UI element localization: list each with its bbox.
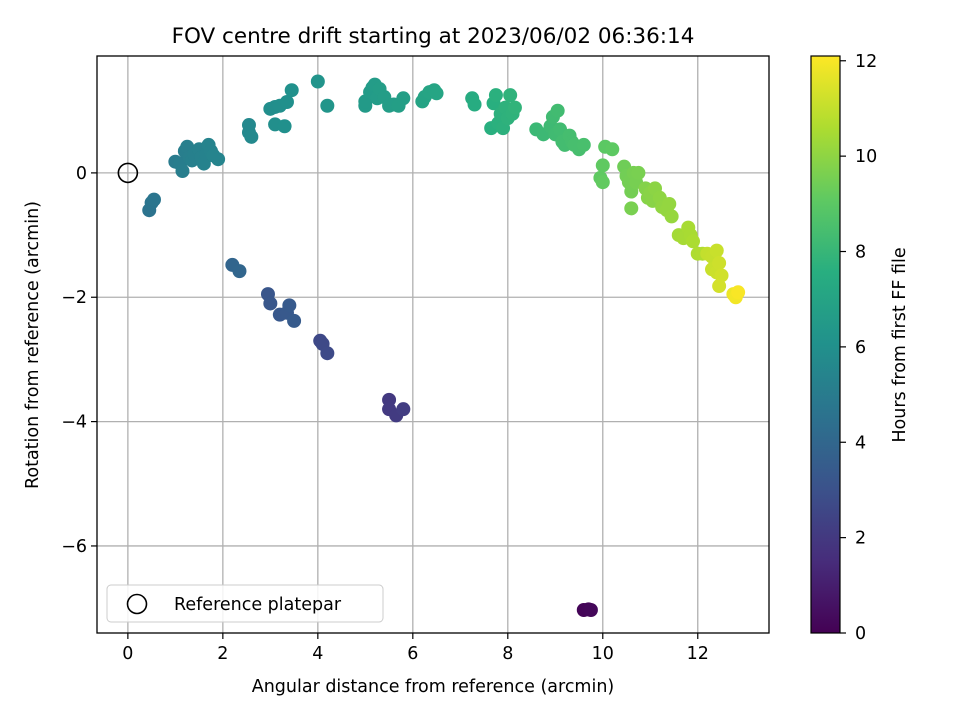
legend-box	[106, 584, 384, 623]
data-point	[396, 402, 411, 417]
data-point	[662, 196, 677, 211]
data-point	[624, 201, 639, 216]
data-point	[605, 142, 620, 157]
x-axis-label: Angular distance from reference (arcmin)	[252, 677, 615, 697]
legend-marker-open-circle	[126, 593, 148, 615]
data-point	[146, 192, 161, 207]
data-point	[310, 74, 325, 89]
data-point	[263, 296, 278, 311]
y-tick-label: −6	[61, 537, 87, 557]
x-tick-label: 10	[592, 644, 614, 664]
data-point	[712, 279, 727, 294]
x-axis-ticks: 0 2 4 6 8 10 12	[122, 633, 709, 664]
data-point	[714, 268, 729, 283]
data-point	[507, 100, 522, 115]
legend-label: Reference platepar	[174, 595, 342, 615]
y-tick-label: −4	[61, 413, 87, 433]
y-axis-ticks: −6 −4 −2 0	[61, 164, 97, 557]
data-point	[232, 264, 247, 279]
x-tick-label: 6	[407, 644, 418, 664]
x-tick-label: 12	[687, 644, 709, 664]
colorbar-gradient	[810, 55, 841, 634]
data-point	[583, 602, 598, 617]
y-tick-label: 0	[76, 164, 87, 184]
data-point	[244, 129, 259, 144]
colorbar-ticks: 0 2 4 6 8 10 12	[840, 52, 877, 644]
colorbar-tick-label: 0	[855, 624, 866, 644]
data-point	[731, 285, 746, 300]
colorbar-tick-label: 8	[855, 243, 866, 263]
data-point	[284, 83, 299, 98]
data-point	[396, 91, 411, 106]
data-point	[488, 88, 503, 103]
data-point	[279, 95, 294, 110]
reference-point-marker	[117, 162, 139, 184]
y-axis-label: Rotation from reference (arcmin)	[23, 201, 43, 489]
data-point	[503, 88, 518, 103]
data-point	[686, 234, 701, 249]
chart-title: FOV centre drift starting at 2023/06/02 …	[172, 24, 695, 49]
data-point	[282, 298, 297, 313]
data-point	[277, 119, 292, 134]
x-tick-label: 0	[122, 644, 133, 664]
data-point	[467, 97, 482, 112]
data-point	[631, 165, 646, 180]
plot-frame	[96, 55, 770, 634]
data-point	[712, 256, 727, 271]
legend: Reference platepar	[106, 584, 384, 623]
x-tick-label: 8	[502, 644, 513, 664]
data-point	[709, 243, 724, 258]
data-point	[211, 152, 226, 167]
data-point	[576, 137, 591, 152]
colorbar-tick-label: 12	[855, 52, 877, 72]
data-point	[287, 313, 302, 328]
x-tick-label: 4	[312, 644, 323, 664]
data-point	[550, 103, 565, 118]
colorbar-tick-label: 10	[855, 147, 877, 167]
data-point	[320, 346, 335, 361]
colorbar-tick-label: 6	[855, 338, 866, 358]
x-tick-label: 2	[217, 644, 228, 664]
y-tick-label: −2	[61, 288, 87, 308]
colorbar: 0 2 4 6 8 10 12 Hours from first FF file	[810, 52, 910, 644]
colorbar-tick-label: 2	[855, 529, 866, 549]
colorbar-label: Hours from first FF file	[890, 247, 910, 442]
data-point	[175, 164, 190, 179]
colorbar-tick-label: 4	[855, 433, 866, 453]
data-point	[595, 175, 610, 190]
data-point	[429, 86, 444, 101]
data-point	[664, 209, 679, 224]
data-point	[595, 158, 610, 173]
data-point	[320, 98, 335, 113]
data-points	[142, 74, 746, 617]
